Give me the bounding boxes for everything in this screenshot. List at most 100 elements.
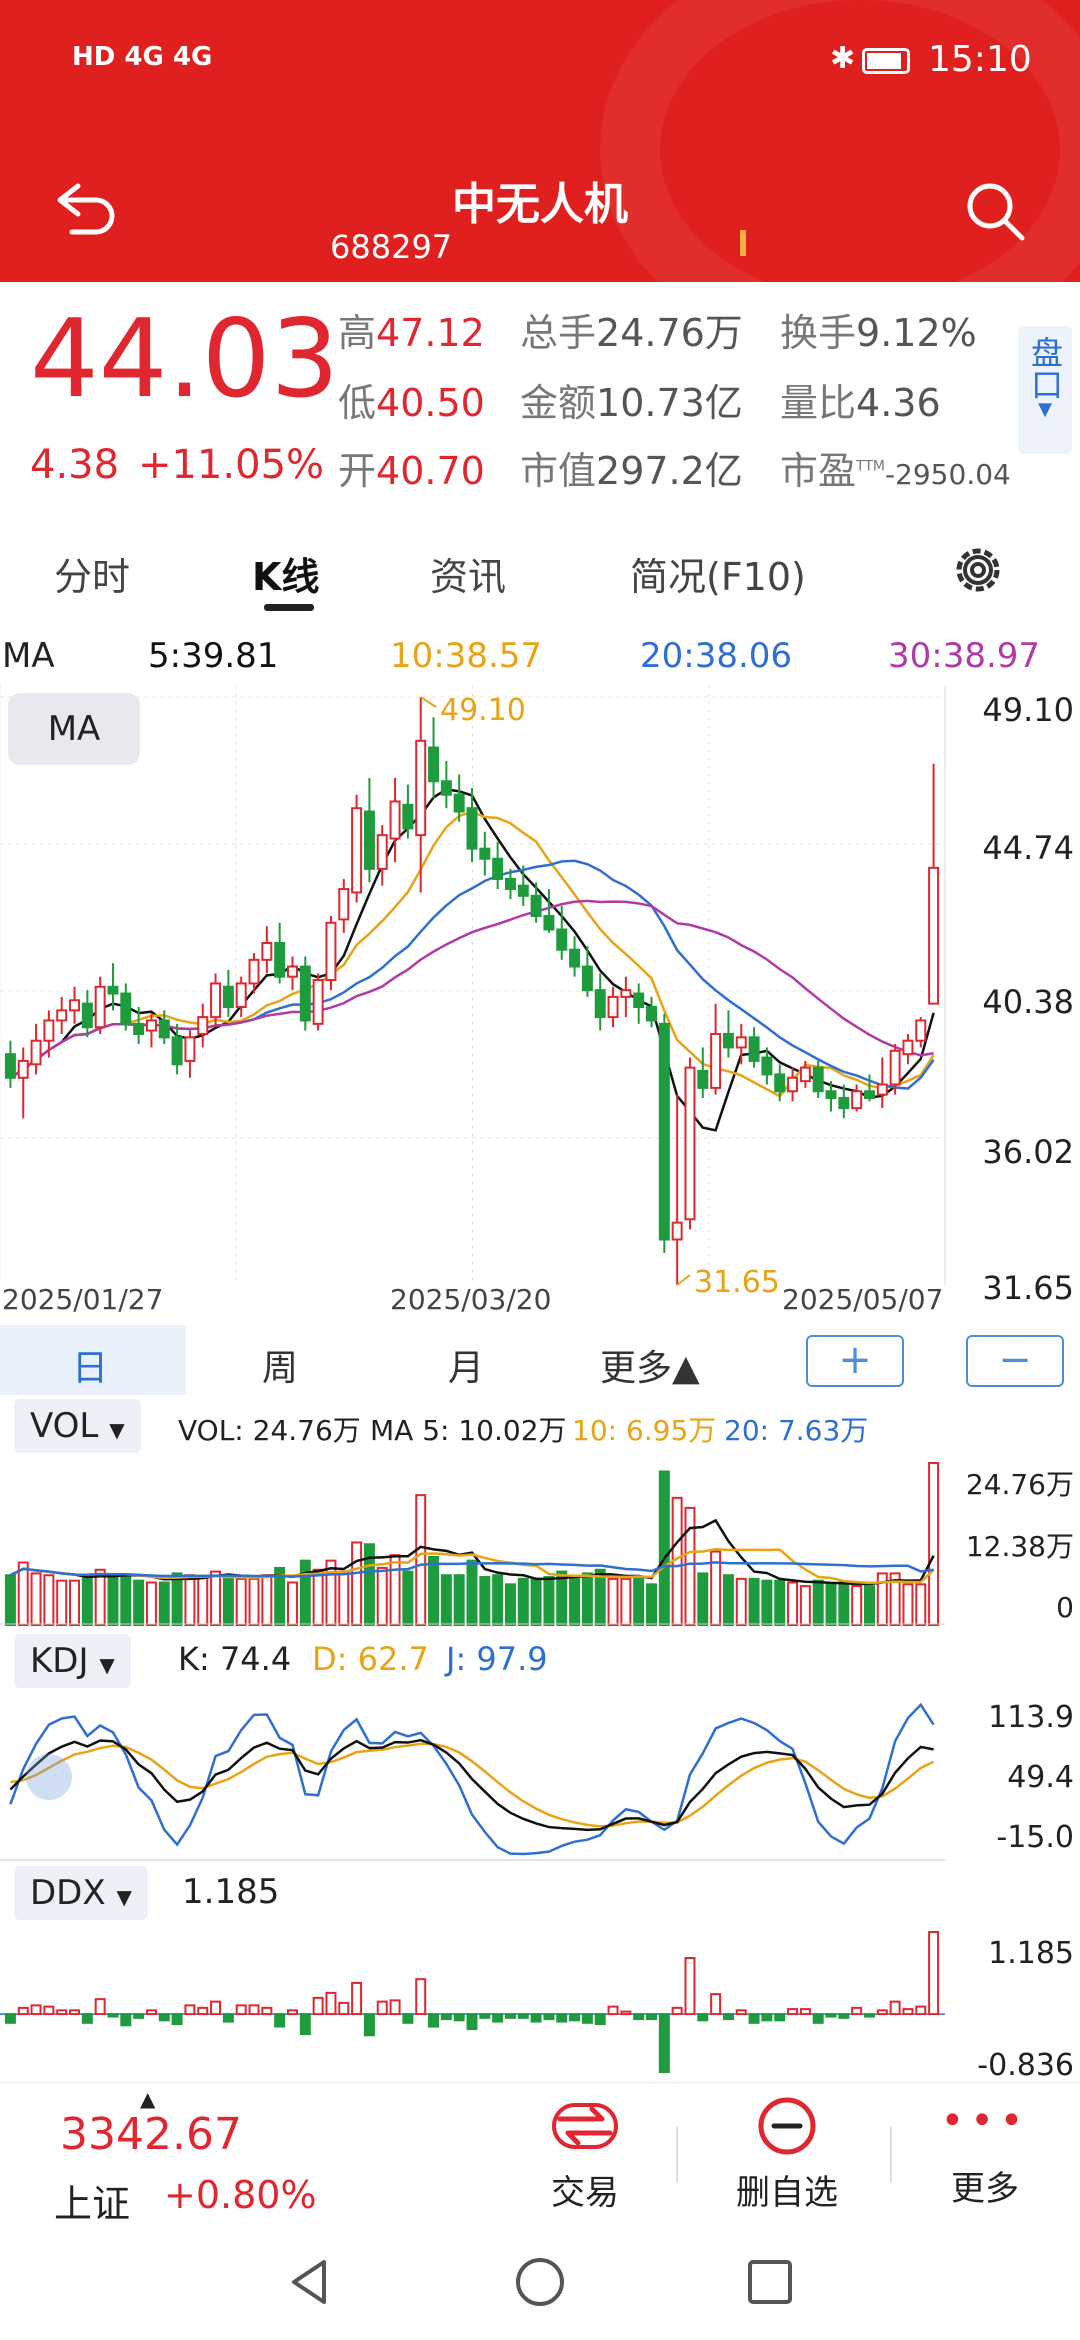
candle-body <box>479 847 491 860</box>
volume-bar <box>351 1541 363 1626</box>
y-tick: 113.9 <box>988 1700 1074 1735</box>
caret-down-icon: ▼ <box>1038 399 1052 420</box>
ddx-bar <box>351 1981 363 2016</box>
tab-news[interactable]: 资讯 <box>430 555 507 599</box>
y-tick: 24.76万 <box>965 1468 1074 1501</box>
trade-button[interactable]: 交易 <box>530 2091 640 2231</box>
y-tick: 36.02 <box>982 1133 1074 1171</box>
y-tick: 0 <box>1056 1591 1074 1624</box>
high-leader-line <box>420 696 437 708</box>
turnover-field: 换手9.12% <box>780 302 977 357</box>
title-bar: HD 4G 4G ✱ 15:10 中无人机 688297 <box>0 0 1080 282</box>
ddx-bar <box>710 1993 722 2016</box>
candle-body <box>248 958 260 985</box>
live-indicator <box>740 230 746 256</box>
amount-value: 10.73亿 <box>596 381 743 425</box>
candle-body <box>184 1036 196 1062</box>
vol-ma5-line <box>9 1518 935 1586</box>
tab-profile[interactable]: 简况(F10) <box>630 555 806 599</box>
ddx-svg <box>0 1931 945 2073</box>
tab-kline[interactable]: K线 <box>252 555 320 599</box>
candle-body <box>607 995 619 1019</box>
volume-bar <box>466 1559 478 1626</box>
volume-bar <box>43 1574 55 1626</box>
kdj-d-line <box>10 1742 935 1828</box>
zoom-out-button[interactable]: − <box>966 1335 1064 1387</box>
open-label: 开 <box>338 449 377 493</box>
volume-bar <box>722 1574 734 1626</box>
back-button[interactable] <box>50 178 120 248</box>
kline-chart[interactable]: MA 49.10 44.74 40.38 36.02 31.65 2025/01… <box>0 685 1080 1325</box>
candle-body <box>210 982 222 1019</box>
volume-bar <box>607 1577 619 1626</box>
candle-body <box>569 948 581 968</box>
y-tick: 49.4 <box>1007 1760 1074 1795</box>
nav-back-icon[interactable] <box>280 2252 340 2312</box>
signal-indicator: HD 4G 4G <box>72 42 213 72</box>
ma5-value: 5:39.81 <box>148 636 279 676</box>
low-value: 40.50 <box>376 381 485 425</box>
trade-icon <box>552 2103 618 2149</box>
kdj-indicator-select[interactable]: KDJ ▼ <box>14 1634 131 1688</box>
volume-bar <box>825 1583 837 1626</box>
expand-icon[interactable] <box>26 1754 72 1800</box>
index-value[interactable]: 3342.67 <box>60 2109 242 2160</box>
pe-field: 市盈TTM-2950.04 <box>780 440 1011 495</box>
ma20-value: 20:38.06 <box>640 636 793 676</box>
ddx-bar <box>646 2013 657 2021</box>
volume-bar <box>415 1494 427 1626</box>
candle-body <box>428 746 440 783</box>
stock-name: 中无人机 <box>452 179 628 230</box>
search-button[interactable] <box>960 176 1030 246</box>
divider <box>890 2127 892 2183</box>
nav-recents-icon[interactable] <box>740 2252 800 2312</box>
ddx-indicator-select[interactable]: DDX ▼ <box>14 1866 148 1920</box>
volume-bar <box>376 1566 388 1626</box>
ddx-bar <box>94 1998 106 2016</box>
order-book-button[interactable]: 盘口 ▼ <box>1018 326 1072 454</box>
candle-body <box>530 894 542 918</box>
nav-home-icon[interactable] <box>510 2252 570 2312</box>
candle-body <box>94 985 106 1029</box>
remove-watchlist-button[interactable]: 删自选 <box>722 2091 852 2231</box>
candle-body <box>748 1036 760 1062</box>
volume-bar <box>928 1462 940 1626</box>
ddx-bar <box>261 2006 273 2016</box>
ma-toggle-button[interactable]: MA <box>8 693 140 765</box>
period-more[interactable]: 更多▲ <box>600 1348 700 1389</box>
tab-timeshare[interactable]: 分时 <box>54 555 131 599</box>
index-name[interactable]: 上证 <box>54 2182 131 2226</box>
period-month[interactable]: 月 <box>448 1348 485 1389</box>
period-week[interactable]: 周 <box>262 1348 299 1389</box>
y-tick: 44.74 <box>982 829 1074 867</box>
volume-bar <box>530 1577 542 1626</box>
high-label: 高 <box>338 311 377 355</box>
period-day[interactable]: 日 <box>72 1348 109 1389</box>
settings-button[interactable] <box>948 540 1008 600</box>
chart-tabs: 分时 K线 资讯 简况(F10) <box>0 522 1080 618</box>
candle-body <box>376 834 388 870</box>
zoom-in-button[interactable]: + <box>806 1335 904 1387</box>
candle-body <box>120 992 132 1025</box>
volume-bar <box>658 1470 670 1626</box>
candle-body <box>787 1076 799 1093</box>
ddx-bar <box>581 2013 593 2024</box>
more-button[interactable]: ••• 更多 <box>930 2091 1040 2231</box>
ddx-bar <box>607 2005 619 2016</box>
ddx-panel[interactable]: DDX ▼ 1.185 1.185 -0.836 <box>0 1864 1080 2083</box>
vol-ma10: 10: 6.95万 <box>572 1414 717 1447</box>
kdj-j-value: J: 97.9 <box>446 1640 548 1678</box>
volume-panel[interactable]: VOL ▼ VOL: 24.76万 MA 5: 10.02万 10: 6.95万… <box>0 1395 1080 1627</box>
kdj-panel[interactable]: KDJ ▼ K: 74.4 D: 62.7 J: 97.9 113.9 49.4… <box>0 1632 1080 1864</box>
ddx-bar <box>658 2013 670 2073</box>
y-tick: -0.836 <box>977 2048 1074 2083</box>
volume-bar <box>581 1572 593 1626</box>
candle-body <box>646 1006 657 1022</box>
volume-bar <box>94 1568 106 1626</box>
volume-bar <box>748 1577 760 1626</box>
vol-indicator-select[interactable]: VOL ▼ <box>14 1399 141 1453</box>
volume-bar <box>56 1579 68 1626</box>
ddx-bar <box>440 2013 452 2021</box>
ddx-bar <box>312 1996 324 2016</box>
bluetooth-icon: ✱ <box>830 41 856 76</box>
